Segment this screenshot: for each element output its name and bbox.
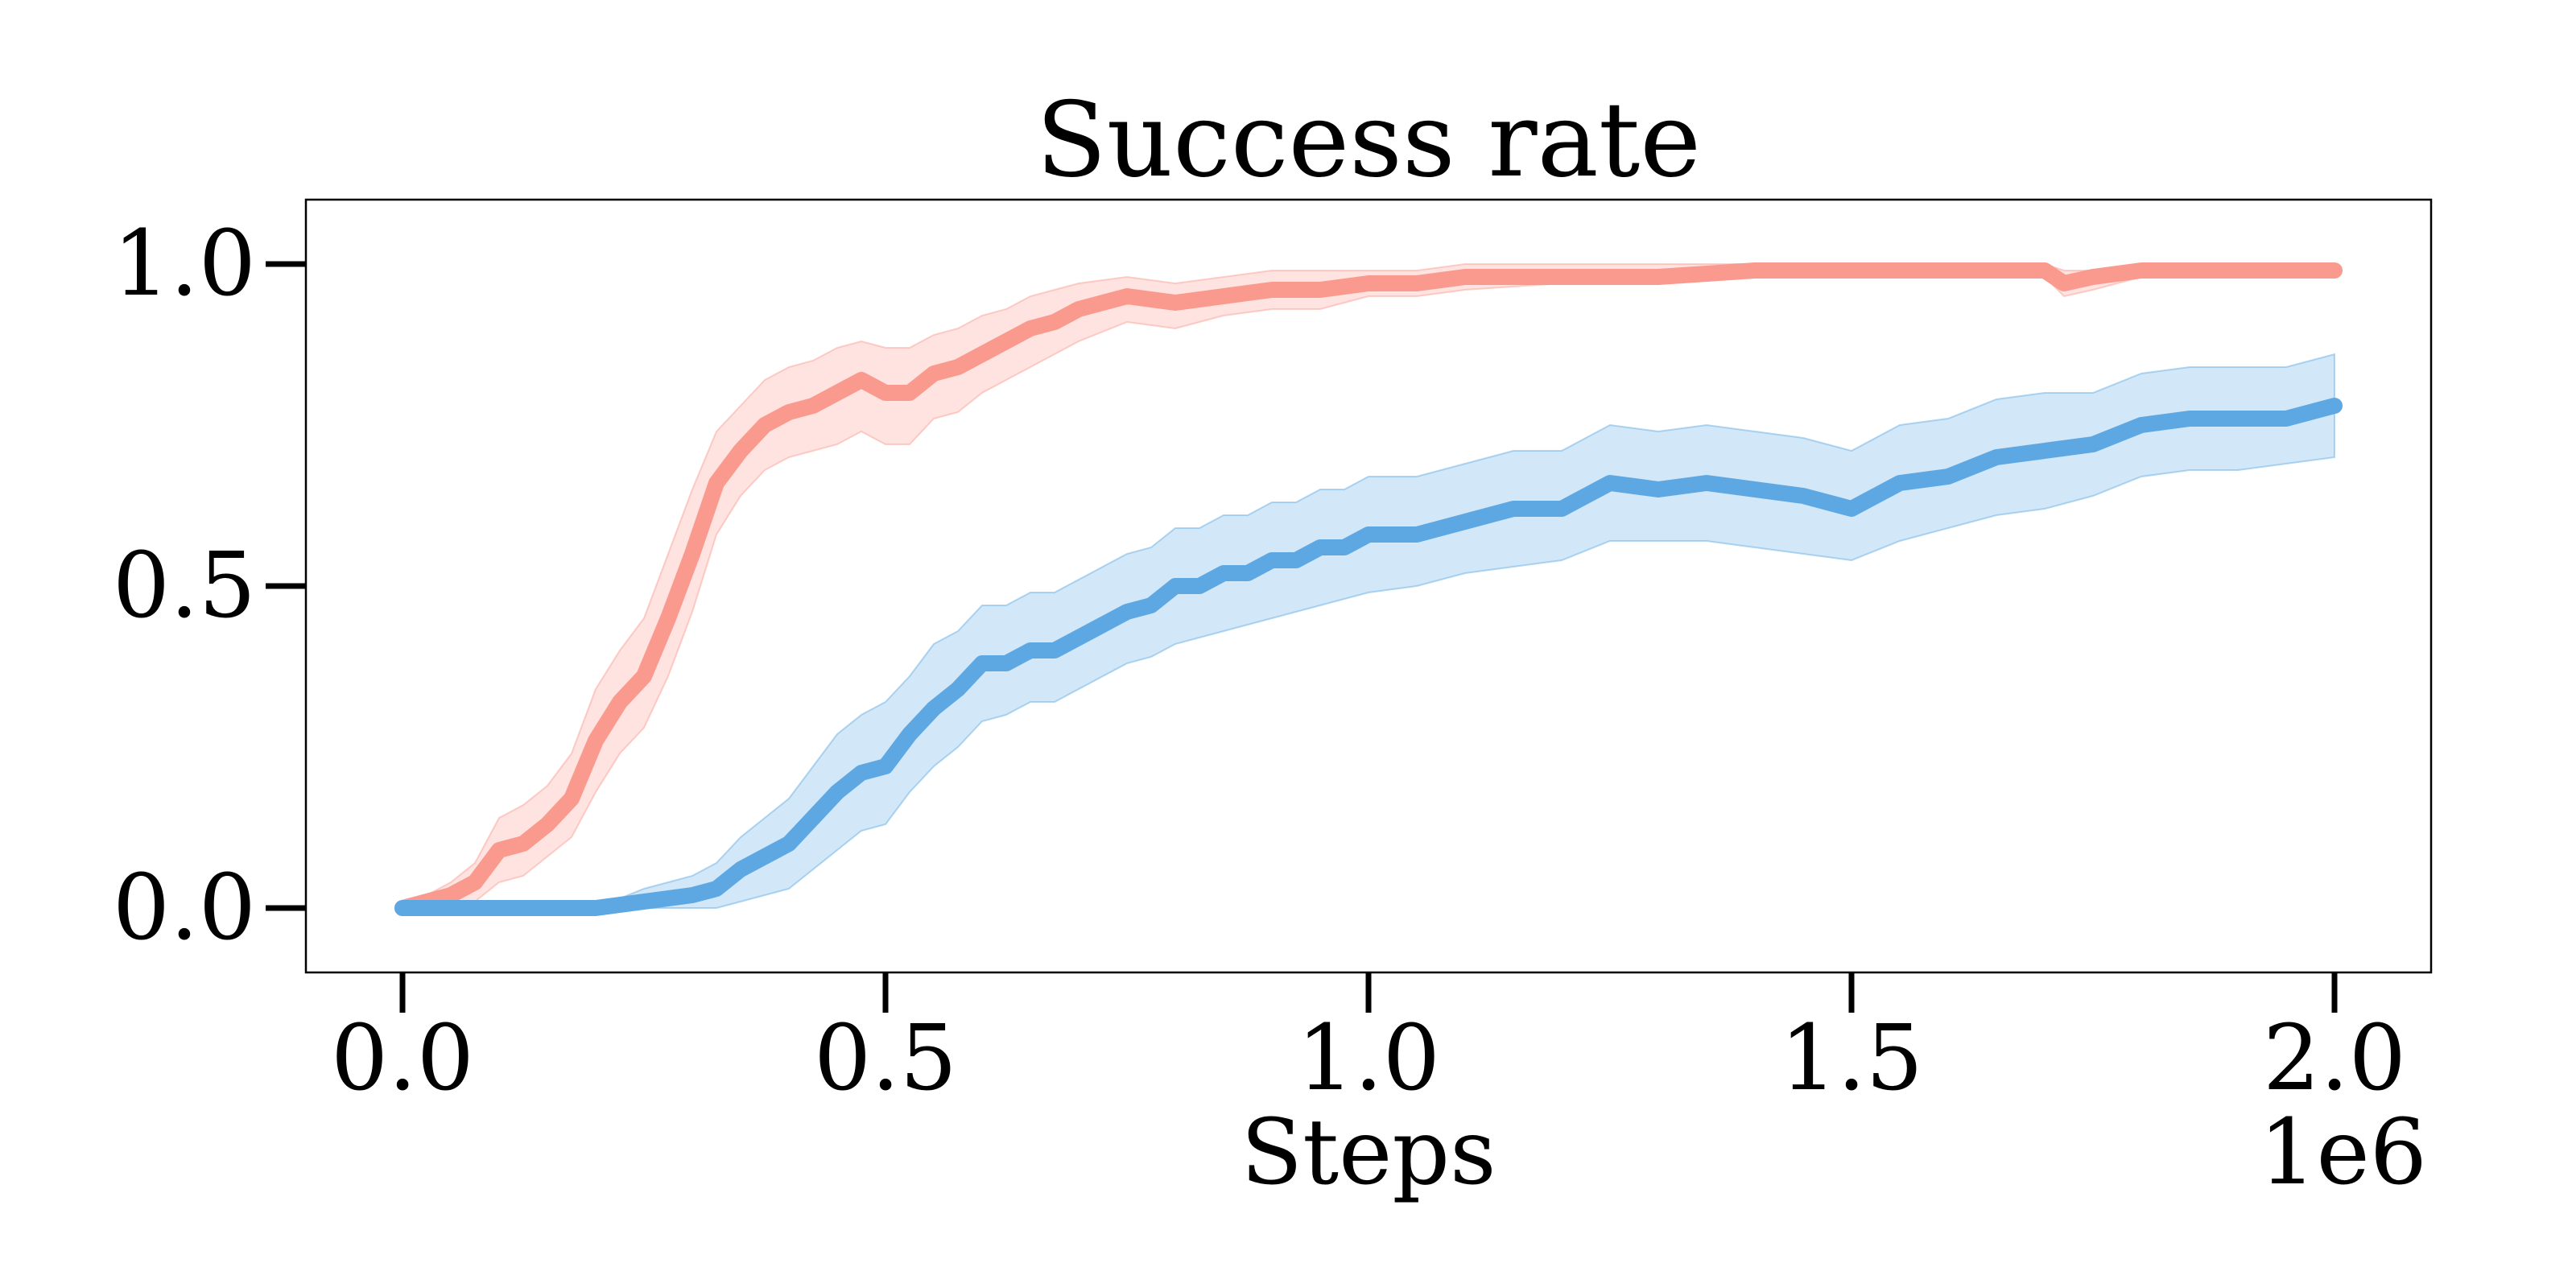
y-tick-label: 0.5	[113, 534, 256, 638]
x-tick-label: 0.0	[331, 1006, 474, 1111]
y-tick-label: 0.0	[113, 856, 256, 960]
y-tick-label: 1.0	[113, 212, 256, 316]
x-axis-ticks: 0.0 0.5 1.0 1.5 2.0	[331, 972, 2406, 1111]
series-lines	[394, 262, 2343, 916]
chart-title: Success rate	[1036, 80, 1701, 200]
x-tick-label: 1.0	[1297, 1006, 1440, 1111]
x-axis-label: Steps	[1241, 1100, 1496, 1205]
series-1-line	[394, 262, 2343, 916]
confidence-bands	[402, 263, 2335, 909]
x-tick-label: 0.5	[814, 1006, 957, 1111]
x-tick-label: 2.0	[2263, 1006, 2406, 1111]
x-axis-offset-label: 1e6	[2259, 1100, 2427, 1205]
y-axis-ticks: 0.0 0.5 1.0	[113, 212, 306, 960]
series-2-line	[394, 398, 2343, 916]
x-tick-label: 1.5	[1780, 1006, 1923, 1111]
series-2-band	[402, 353, 2335, 909]
